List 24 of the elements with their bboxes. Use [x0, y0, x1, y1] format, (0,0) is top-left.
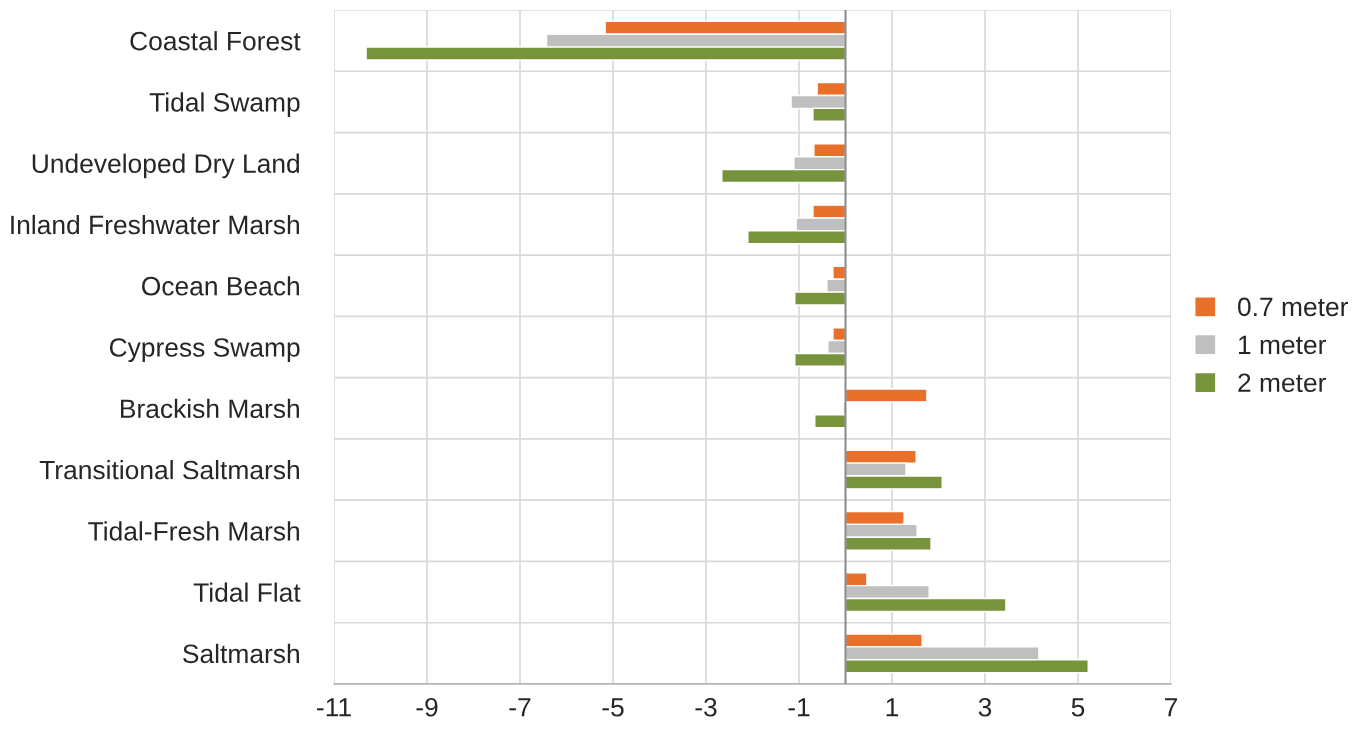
y-tick-label: Inland Freshwater Marsh — [11, 214, 299, 235]
y-tick-label: Ocean Beach — [142, 276, 299, 296]
x-tick-label: -3 — [695, 697, 717, 717]
legend-label: 1 meter — [1238, 335, 1326, 355]
legend-label: 2 meter — [1238, 373, 1326, 393]
x-tick-label: -5 — [602, 698, 624, 717]
y-tick-label: Coastal Forest — [130, 31, 301, 51]
y-tick-label: Tidal-Fresh Marsh — [88, 521, 299, 541]
y-tick-label: Tidal Flat — [193, 582, 301, 602]
y-tick-label: Brackish Marsh — [121, 398, 299, 419]
y-tick-label: Tidal Swamp — [149, 92, 300, 117]
x-tick-label: -11 — [317, 698, 351, 717]
x-tick-label: -1 — [788, 698, 810, 717]
y-tick-label: Undeveloped Dry Land — [32, 153, 299, 179]
y-tick-label: Cypress Swamp — [109, 338, 300, 363]
x-tick-label: 5 — [1071, 698, 1085, 717]
x-tick-label: 7 — [1165, 698, 1178, 717]
x-tick-label: -9 — [416, 697, 438, 717]
x-tick-label: 3 — [978, 697, 992, 717]
x-tick-label: -7 — [509, 698, 531, 717]
y-tick-label: Transitional Saltmarsh — [39, 459, 299, 480]
x-tick-label: 1 — [886, 698, 899, 717]
legend-label: 0.7 meter — [1238, 297, 1348, 317]
y-tick-label: Saltmarsh — [183, 643, 299, 664]
